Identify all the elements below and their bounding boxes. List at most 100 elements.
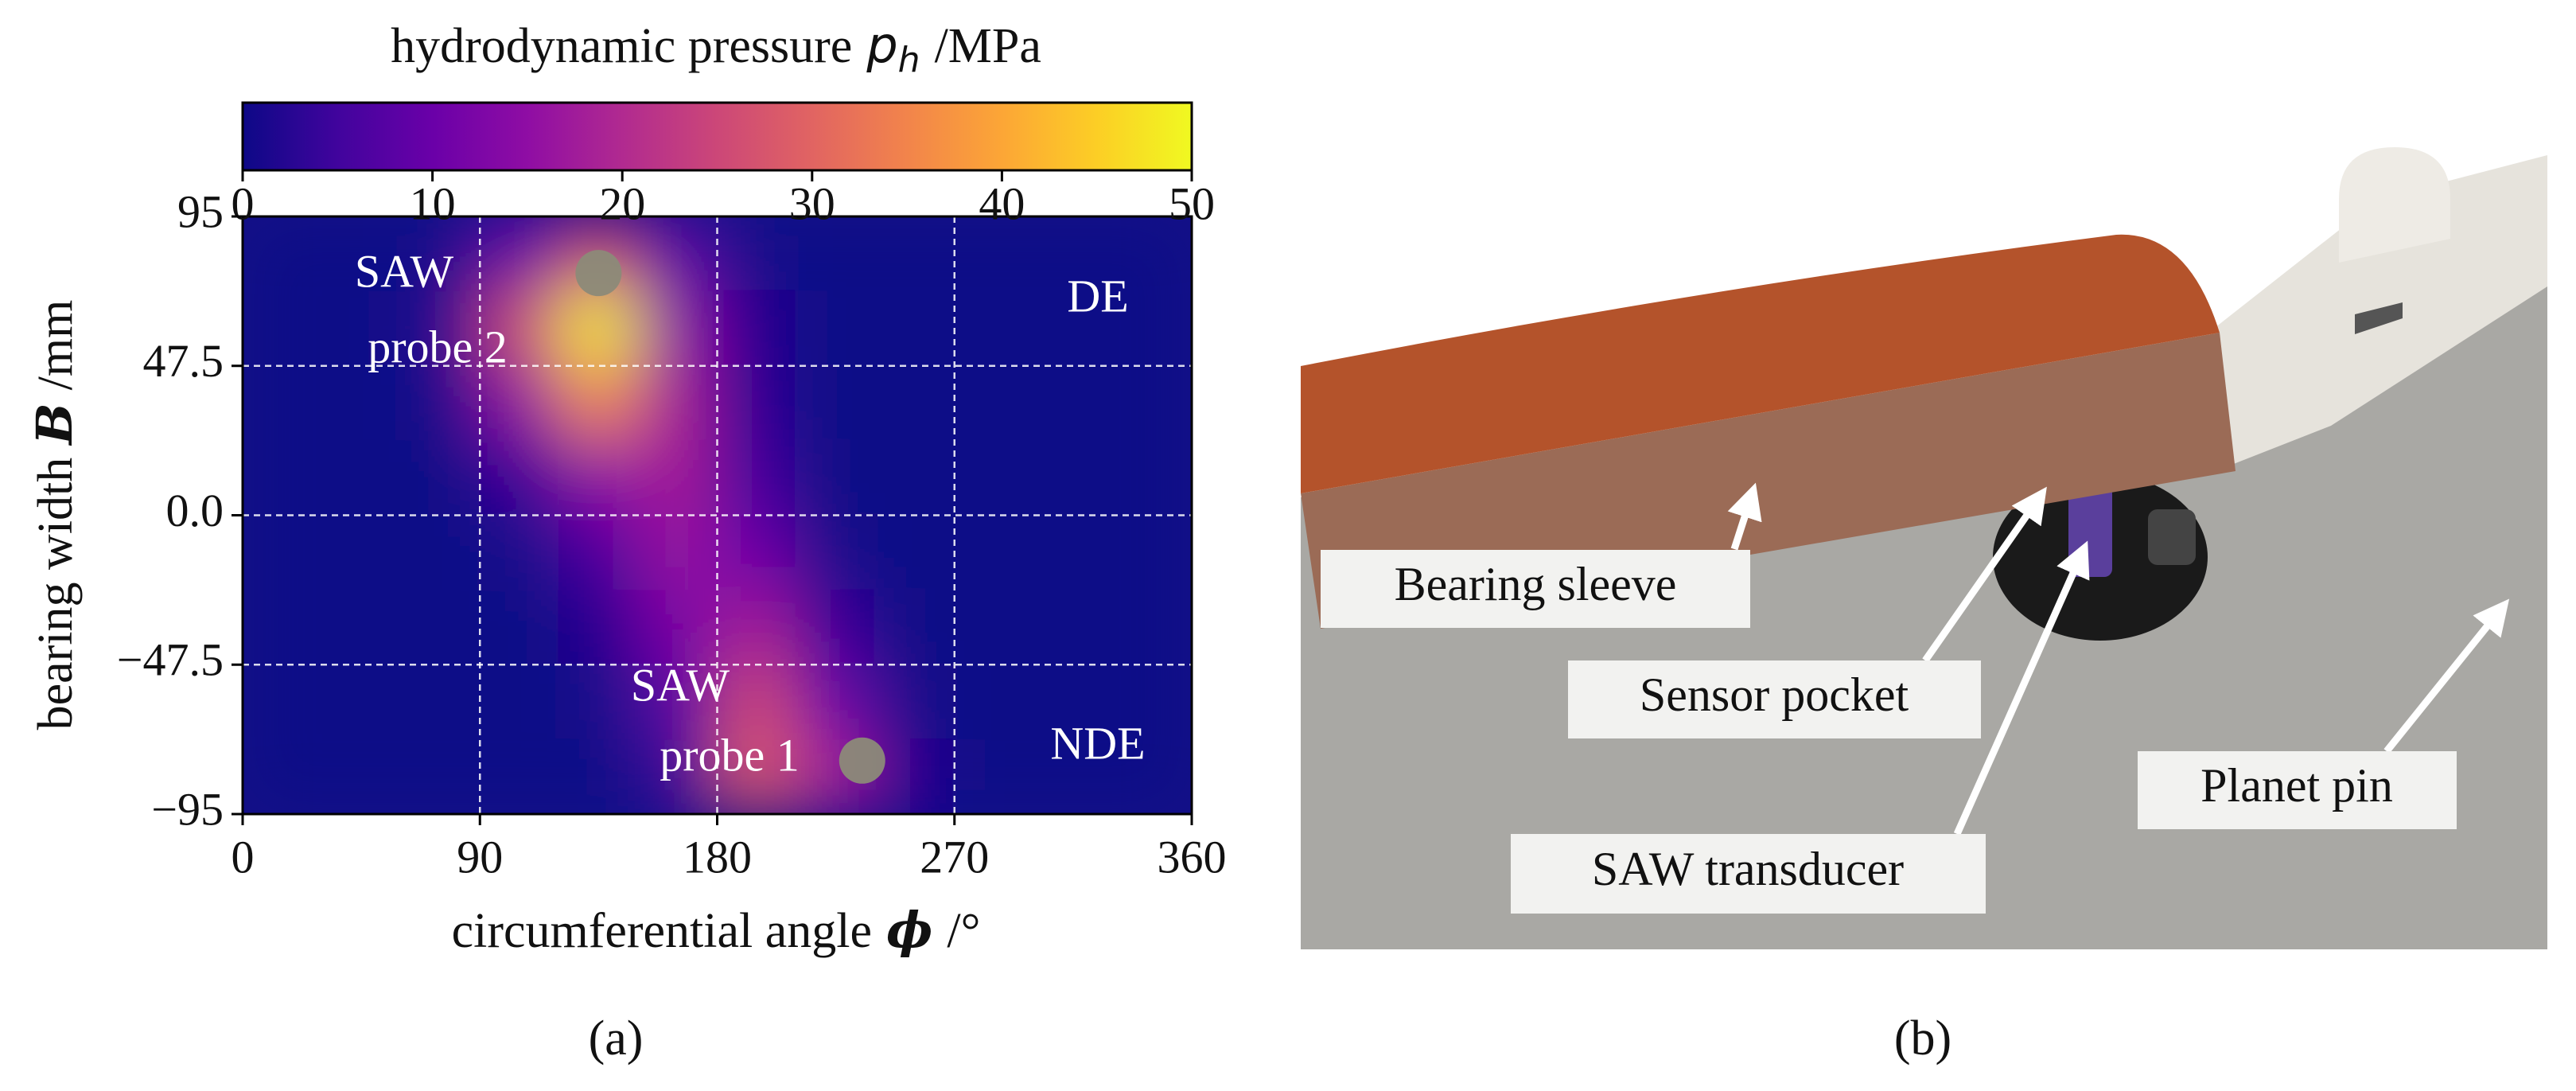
heatmap-cell	[637, 664, 718, 741]
caption: (a)	[589, 1011, 644, 1066]
y-axis-title-symbol: B	[25, 403, 84, 446]
heatmap-cell	[399, 439, 481, 516]
label-box	[1511, 834, 1986, 914]
heatmap-cell	[1111, 439, 1192, 516]
arrow	[1727, 482, 1762, 551]
heatmap-cell	[321, 738, 402, 814]
label-box	[2138, 751, 2457, 829]
annotation: probe 1	[660, 729, 800, 781]
heatmap-cell	[558, 364, 640, 442]
x-axis-title-symbol: ϕ	[886, 901, 932, 959]
arrow	[1953, 540, 2090, 836]
heatmap-cell	[321, 290, 402, 367]
heatmap-cell	[716, 589, 797, 666]
heatmap-cell	[716, 738, 797, 814]
heatmap-cell	[1111, 738, 1192, 814]
heatmap-cell	[1033, 216, 1114, 292]
heatmap-cell	[953, 589, 1035, 666]
heatmap-cell	[1033, 439, 1114, 516]
heatmap-cell	[399, 589, 481, 666]
heatmap-cell	[1111, 216, 1192, 292]
heatmap-cell	[243, 589, 323, 666]
colorbar-title-text: hydrodynamic pressure	[391, 19, 852, 73]
markers	[575, 250, 885, 784]
heatmap-cell	[243, 664, 323, 741]
colorbar-tick-label: 10	[410, 177, 456, 229]
heatmap-cell	[558, 290, 640, 367]
heatmap-cell	[399, 514, 481, 591]
callout-label: Bearing sleeve	[1395, 558, 1677, 610]
heatmap-cell	[399, 738, 481, 814]
callout-label: SAW transducer	[1592, 843, 1904, 895]
heatmap-cell	[716, 664, 797, 741]
heatmap-cell	[479, 216, 560, 292]
heatmap-clip	[243, 216, 1192, 814]
annotation: NDE	[1050, 717, 1145, 769]
heatmap-cell	[479, 514, 560, 591]
heatmap-cell	[479, 439, 560, 516]
colorbar-title-unit: /MPa	[935, 19, 1041, 73]
heatmap-cell	[953, 439, 1035, 516]
heatmap-cell	[716, 364, 797, 442]
heatmap-cell	[243, 290, 323, 367]
heatmap-cell	[953, 290, 1035, 367]
heatmap-cell	[953, 738, 1035, 814]
heatmap-cell	[874, 216, 955, 292]
heatmap-cell	[321, 664, 402, 741]
heatmap-cell	[479, 664, 560, 741]
heatmap-cell	[1033, 738, 1114, 814]
arrow	[2383, 598, 2510, 754]
heatmap-cell	[953, 514, 1035, 591]
annotation: SAW	[355, 245, 453, 297]
heatmap-cell	[479, 364, 560, 442]
heatmap-cell	[399, 364, 481, 442]
heatmap-cell	[1033, 364, 1114, 442]
grid	[243, 216, 1192, 814]
y-axis-title-text: bearing width	[29, 458, 83, 731]
heatmap-cell	[321, 439, 402, 516]
probe-marker	[575, 250, 622, 297]
y-tick-label: −47.5	[117, 634, 224, 686]
heatmap-cell	[243, 514, 323, 591]
heatmap-cell	[637, 738, 718, 814]
heatmap-cell	[874, 514, 955, 591]
colorbar-title-symbol: p	[866, 16, 897, 74]
y-axis-title: bearing width B/mm	[25, 300, 84, 731]
colorbar	[241, 101, 1193, 172]
heatmap-cell	[795, 364, 877, 442]
x-tick-label: 90	[457, 831, 503, 883]
heatmap-cell	[321, 589, 402, 666]
heatmap-cell	[1033, 514, 1114, 591]
heatmap-cell	[874, 738, 955, 814]
arrow	[1922, 486, 2047, 663]
heatmap-cell	[243, 439, 323, 516]
heatmap-cell	[479, 290, 560, 367]
pin-slot	[2355, 302, 2403, 334]
heatmap-cell	[637, 439, 718, 516]
y-tick-label: 0.0	[166, 485, 224, 536]
sleeve-top	[1301, 234, 2220, 493]
heatmap-cell	[795, 439, 877, 516]
colorbar-tick-label: 40	[979, 177, 1025, 229]
heatmap-cell	[243, 216, 323, 292]
y-tick-label: 95	[177, 185, 224, 237]
x-axis-title: circumferential angle ϕ /°	[452, 901, 981, 959]
heatmap	[243, 216, 1192, 814]
heatmap-cell	[874, 439, 955, 516]
rendering: Bearing sleeve Sensor pocket SAW transdu…	[1301, 147, 2547, 949]
heatmap-cell	[716, 439, 797, 516]
colorbar-title: hydrodynamic pressure ph/MPa	[391, 16, 1041, 80]
annotation: SAW	[631, 659, 730, 711]
heatmap-cell	[637, 364, 718, 442]
heatmap-cell	[1033, 589, 1114, 666]
y-tick-label: −95	[151, 783, 224, 835]
heatmap-cell	[874, 589, 955, 666]
colorbar-tick-label: 0	[232, 177, 255, 229]
label-box	[1568, 660, 1981, 738]
colorbar-title-subscript: h	[898, 40, 920, 80]
heatmap-cell	[953, 216, 1035, 292]
heatmap-cell	[637, 514, 718, 591]
heatmap-cell	[716, 514, 797, 591]
colorbar-tick-label: 30	[789, 177, 835, 229]
x-axis-title-text: circumferential angle	[452, 904, 872, 958]
